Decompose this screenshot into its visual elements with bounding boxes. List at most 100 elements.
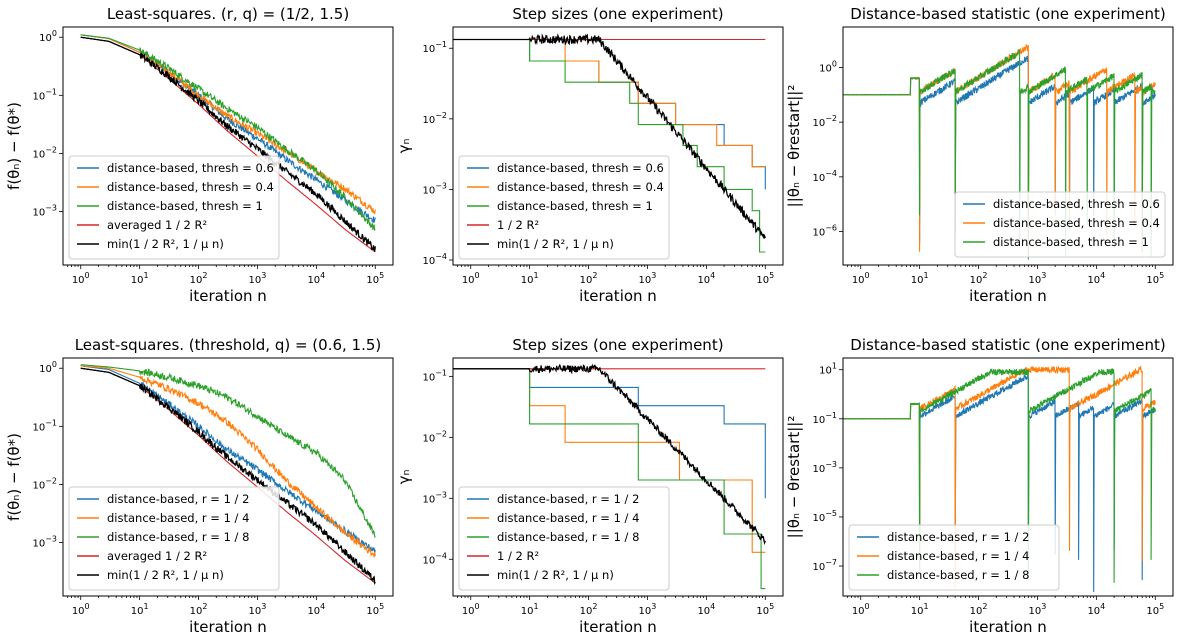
series-line-2 [453,38,766,168]
tick-label-base: 10 [1087,606,1100,617]
legend-label: distance-based, thresh = 1 [107,199,263,213]
tick-label-base: 10 [422,185,435,196]
tick-label-exponent: −3 [825,460,837,469]
tick-label-base: 10 [970,606,983,617]
tick-label-exponent: −6 [825,224,837,233]
tick-label: 100 [852,271,870,286]
chart-title: Distance-based statistic (one experiment… [850,5,1165,23]
series-line-1 [80,365,376,553]
tick-label-base: 10 [366,606,379,617]
legend-label: distance-based, thresh = 1 [497,199,653,213]
legend: distance-based, r = 1 / 2 distance-based,… [68,486,280,591]
tick-label-exponent: −1 [825,411,837,420]
tick-label-exponent: 1 [923,271,928,280]
tick-label-base: 10 [812,464,825,475]
legend-label: distance-based, thresh = 0.4 [993,216,1160,230]
tick-label-base: 10 [1146,606,1159,617]
tick-label-exponent: 5 [379,271,384,280]
y-axis-label: γₙ [395,139,413,154]
axes-frame [62,26,394,266]
tick-label: 100 [852,602,870,617]
tick-label-exponent: 5 [769,602,774,611]
tick-label: 101 [521,271,539,286]
tick-label: 101 [131,271,149,286]
tick-label-exponent: 5 [769,271,774,280]
tick-label-base: 10 [72,275,85,286]
tick-label-base: 10 [249,275,262,286]
tick-label-base: 10 [852,275,865,286]
tick-label-base: 10 [639,275,652,286]
axes-frame [452,357,784,597]
tick-label: 10−3 [812,460,837,475]
tick-label: 105 [1146,271,1164,286]
tick-label-base: 10 [190,606,203,617]
legend-label: distance-based, r = 1 / 2 [887,530,1029,544]
tick-label-exponent: 0 [52,360,57,369]
series-line-1 [453,368,766,499]
tick-label: 104 [307,602,325,617]
chart-panel-6: 100 101 102 103 104 10510−710−510−310−1101Dis… [785,336,1174,636]
tick-label-exponent: −1 [45,418,57,427]
tick-label-base: 10 [422,494,435,505]
tick-label-exponent: −3 [435,490,447,499]
tick-label-base: 10 [422,115,435,126]
series-line-5 [80,36,376,252]
tick-label-exponent: 4 [1100,602,1105,611]
legend-box [458,486,670,591]
tick-label-exponent: −1 [435,368,447,377]
tick-label-base: 10 [32,149,45,160]
series-line-5 [453,33,766,239]
tick-label-exponent: −1 [45,87,57,96]
tick-label-base: 10 [366,275,379,286]
tick-label-exponent: 3 [1041,271,1046,280]
tick-label: 10−2 [422,429,447,444]
tick-label: 103 [249,602,267,617]
tick-label-base: 10 [422,372,435,383]
chart-panel-1: 100 101 102 103 104 10510−310−210−1100Least-s… [5,5,394,305]
legend-label: distance-based, r = 1 / 4 [107,511,249,525]
tick-label: 104 [1087,271,1105,286]
chart-title: Least-squares. (threshold, q) = (0.6, 1.… [75,336,382,354]
tick-label: 102 [190,602,208,617]
tick-label-exponent: 0 [865,602,870,611]
tick-label: 10−5 [812,509,837,524]
tick-label-base: 10 [911,606,924,617]
tick-label-exponent: −3 [45,535,57,544]
tick-label-base: 10 [697,606,710,617]
tick-label-base: 10 [819,63,832,74]
tick-label-base: 10 [812,562,825,573]
tick-label-base: 10 [580,606,593,617]
tick-label: 100 [462,271,480,286]
tick-label-base: 10 [422,433,435,444]
axes-frame [842,26,1174,266]
series-line-3 [453,38,766,253]
legend-label: averaged 1 / 2 R² [107,218,207,232]
tick-label-base: 10 [911,275,924,286]
legend-label: distance-based, thresh = 0.6 [993,197,1160,211]
legend-label: averaged 1 / 2 R² [107,549,207,563]
tick-label-base: 10 [131,275,144,286]
tick-label: 100 [819,59,837,74]
tick-label-exponent: 4 [1100,271,1105,280]
tick-label-exponent: 3 [261,271,266,280]
x-axis-label: iteration n [189,618,267,636]
legend: distance-based, thresh = 0.6 distance-bas… [954,191,1166,258]
series-line-5 [453,363,766,545]
tick-label-base: 10 [819,366,832,377]
tick-label: 101 [131,602,149,617]
legend-label: distance-based, r = 1 / 2 [497,492,639,506]
plot-area [453,363,766,590]
tick-label-base: 10 [521,275,534,286]
tick-label: 101 [819,362,837,377]
tick-label-base: 10 [1029,606,1042,617]
tick-label-base: 10 [812,173,825,184]
tick-label: 105 [366,271,384,286]
tick-label-base: 10 [756,275,769,286]
tick-label: 104 [697,271,715,286]
tick-label: 10−2 [812,114,837,129]
tick-label-base: 10 [812,118,825,129]
tick-label: 10−1 [32,87,57,102]
